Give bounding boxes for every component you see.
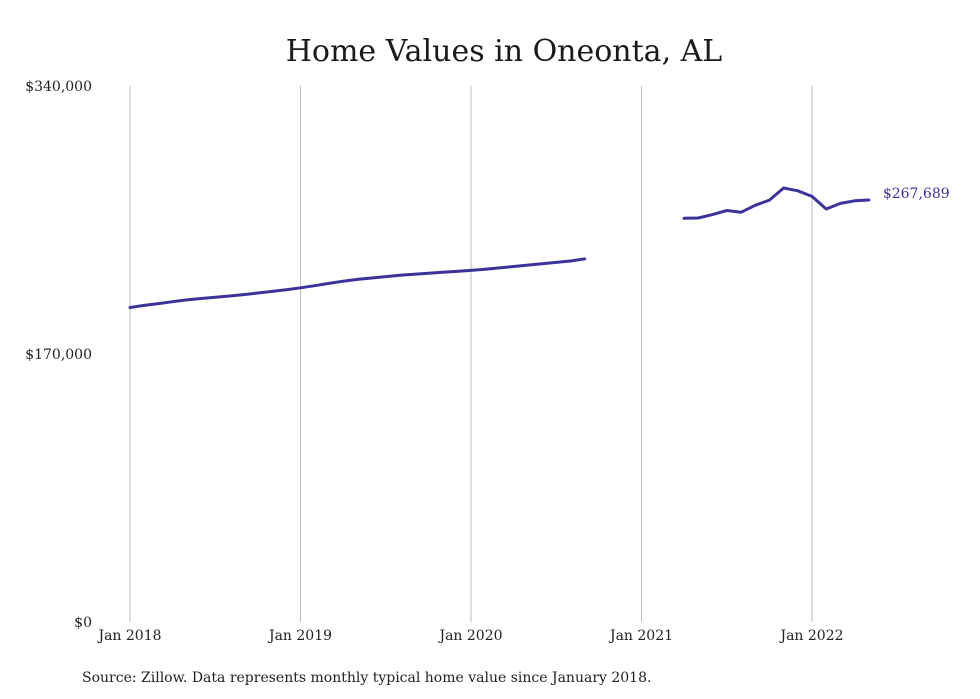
series-lines <box>128 186 871 309</box>
x-tick-label: Jan 2021 <box>608 628 673 644</box>
source-note: Source: Zillow. Data represents monthly … <box>82 670 651 686</box>
y-axis: $340,000 $170,000 $0 <box>25 79 92 631</box>
x-tick-label: Jan 2020 <box>437 628 502 644</box>
x-tick-label: Jan 2019 <box>267 628 332 644</box>
x-tick-label: Jan 2018 <box>96 628 161 644</box>
x-axis: Jan 2018 Jan 2019 Jan 2020 Jan 2021 Jan 2022 <box>96 628 843 644</box>
series-line-segment <box>128 257 587 309</box>
y-tick-label: $340,000 <box>25 79 92 95</box>
chart-title: Home Values in Oneonta, AL <box>286 34 723 69</box>
y-tick-label: $170,000 <box>25 347 92 363</box>
series-line-segment <box>682 186 871 220</box>
gridlines <box>129 86 813 622</box>
last-value-label: $267,689 <box>883 186 950 202</box>
y-tick-label: $0 <box>74 615 92 631</box>
x-tick-label: Jan 2022 <box>778 628 843 644</box>
